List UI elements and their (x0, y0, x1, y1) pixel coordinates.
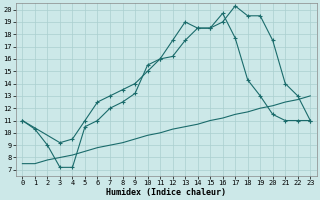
X-axis label: Humidex (Indice chaleur): Humidex (Indice chaleur) (106, 188, 226, 197)
